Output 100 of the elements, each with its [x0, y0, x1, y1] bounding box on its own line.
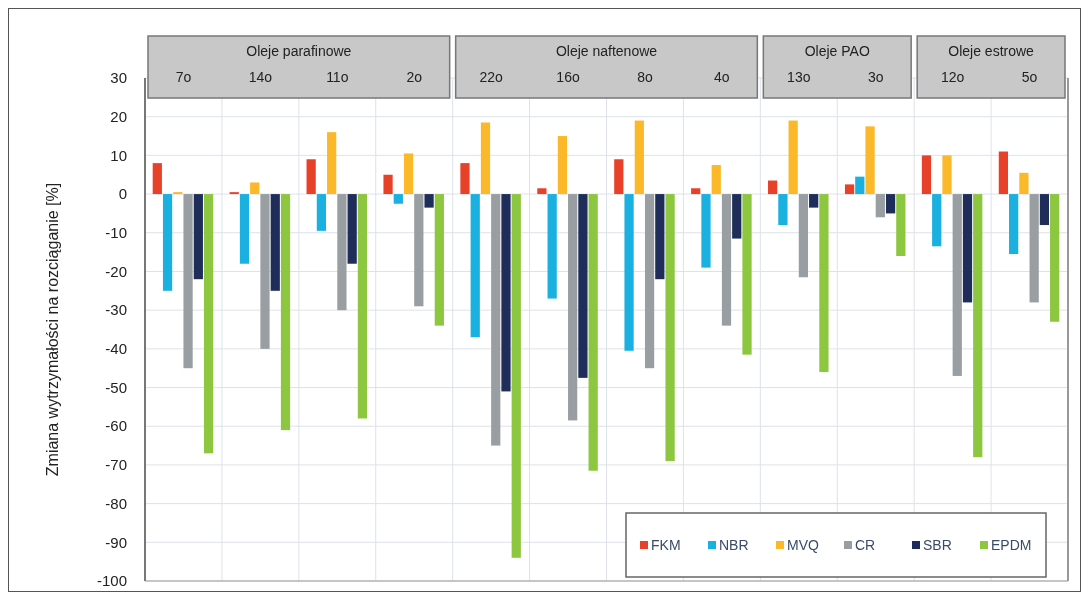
- bar: [998, 151, 1009, 195]
- x-tick-label: 4o: [714, 69, 730, 85]
- bar: [203, 194, 214, 454]
- x-tick-label: 3o: [867, 69, 884, 85]
- x-tick-label: 8o: [637, 69, 653, 85]
- bar: [819, 194, 829, 373]
- bar: [875, 194, 885, 218]
- x-tick-label: 7o: [175, 69, 192, 85]
- bar: [270, 194, 280, 291]
- y-tick-label: 30: [110, 69, 127, 87]
- bar: [721, 194, 732, 326]
- legend-label: NBR: [719, 536, 749, 553]
- bar: [347, 194, 357, 264]
- bar: [973, 194, 983, 458]
- bar: [424, 194, 434, 208]
- bar: [491, 194, 501, 446]
- x-tick-label: 2o: [406, 69, 423, 85]
- bar: [711, 165, 721, 195]
- bar: [152, 163, 162, 195]
- bar: [1039, 194, 1050, 226]
- y-tick-label: -30: [105, 301, 127, 319]
- bar: [634, 120, 644, 195]
- y-tick-label: -50: [105, 378, 127, 396]
- y-tick-label: -70: [105, 456, 127, 474]
- text: Oleje estrowe: [948, 43, 1035, 59]
- bar: [280, 194, 291, 431]
- bar: [962, 194, 973, 303]
- legend-label: SBR: [923, 536, 952, 553]
- bar: [537, 188, 547, 195]
- bar: [885, 194, 896, 214]
- x-tick-label: 22o: [479, 69, 504, 85]
- bar: [655, 194, 665, 280]
- bar: [742, 194, 752, 355]
- x-tick-label: 5o: [1021, 69, 1038, 85]
- bar: [952, 194, 962, 376]
- legend-label: MVQ: [787, 536, 819, 553]
- y-tick-label: -90: [105, 533, 127, 551]
- legend-label: CR: [855, 536, 876, 553]
- bar: [942, 155, 952, 195]
- bar: [644, 194, 655, 369]
- bar: [578, 194, 588, 378]
- bar: [547, 194, 557, 299]
- bar: [403, 153, 414, 195]
- bar: [732, 194, 742, 239]
- bar: [844, 184, 855, 195]
- bar: [501, 194, 511, 392]
- bar: [614, 159, 624, 195]
- y-tick-label: 0: [118, 185, 127, 203]
- bar: [665, 194, 675, 462]
- bar: [383, 174, 393, 195]
- y-tick-label: -100: [96, 572, 127, 590]
- y-tick-label: 10: [110, 146, 127, 164]
- x-tick-label: 12o: [940, 69, 965, 85]
- y-axis-title: Zmiana wytrzymałości na rozciąganie [%]: [44, 182, 61, 477]
- bar: [701, 194, 711, 268]
- bar: [691, 188, 701, 195]
- text: Oleje PAO: [804, 43, 870, 59]
- text: Oleje naftenowe: [555, 43, 658, 59]
- bar: [1009, 194, 1019, 255]
- bar: [568, 194, 578, 421]
- x-tick-label: 16o: [556, 69, 580, 85]
- y-tick-label: -60: [105, 417, 127, 435]
- bar: [1050, 194, 1060, 322]
- bar: [932, 194, 942, 247]
- bar: [306, 159, 316, 195]
- bar: [480, 122, 491, 195]
- bar: [393, 194, 403, 204]
- bar: [896, 194, 906, 256]
- bar: [162, 194, 173, 291]
- bar: [855, 176, 865, 195]
- x-tick-label: 13o: [787, 69, 811, 85]
- y-tick-label: -20: [105, 262, 127, 280]
- y-tick-label: -10: [105, 224, 127, 242]
- bar: [511, 194, 521, 558]
- legend-label: FKM: [651, 536, 681, 553]
- text: Oleje parafinowe: [246, 43, 352, 59]
- bar: [460, 163, 470, 195]
- bar: [183, 194, 193, 369]
- bar: [470, 194, 480, 338]
- bar: [778, 194, 788, 226]
- bar: [588, 194, 598, 471]
- bar: [1019, 172, 1029, 195]
- bar: [624, 194, 634, 351]
- bar: [434, 194, 444, 326]
- bar: [921, 155, 932, 195]
- bar: [798, 194, 809, 278]
- bar: [193, 194, 203, 280]
- y-tick-label: 20: [110, 107, 127, 125]
- bar: [865, 126, 875, 195]
- bar: [1029, 194, 1039, 303]
- y-tick-label: -80: [105, 494, 127, 512]
- x-tick-label: 11o: [326, 69, 349, 85]
- bar: [809, 194, 819, 208]
- bar: [316, 194, 327, 231]
- bar: [260, 194, 270, 349]
- bar: [337, 194, 347, 311]
- bar: [768, 180, 778, 195]
- y-tick-label: -40: [105, 340, 127, 358]
- bar: [357, 194, 368, 419]
- legend-label: EPDM: [991, 536, 1032, 553]
